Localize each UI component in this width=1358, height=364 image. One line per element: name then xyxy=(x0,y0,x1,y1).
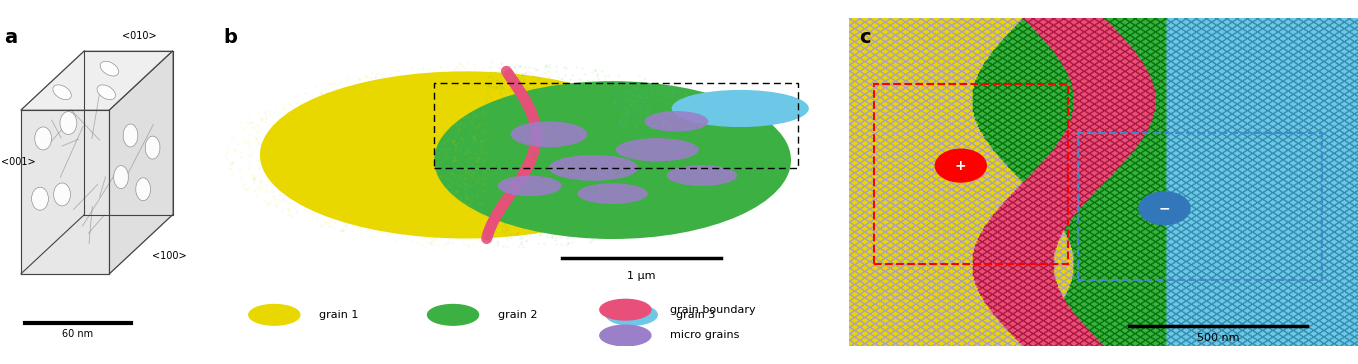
Text: b: b xyxy=(223,28,238,47)
Ellipse shape xyxy=(435,81,790,239)
Text: micro grains: micro grains xyxy=(669,331,739,340)
Text: a: a xyxy=(4,28,18,47)
Ellipse shape xyxy=(100,61,118,76)
Ellipse shape xyxy=(672,90,809,127)
Ellipse shape xyxy=(35,127,52,150)
Ellipse shape xyxy=(259,71,672,238)
Ellipse shape xyxy=(615,138,699,161)
Ellipse shape xyxy=(124,124,139,147)
Text: <100>: <100> xyxy=(152,251,186,261)
Text: grain boundary: grain boundary xyxy=(669,305,755,315)
Ellipse shape xyxy=(53,85,72,100)
Text: grain 3: grain 3 xyxy=(676,310,716,320)
Circle shape xyxy=(606,305,657,325)
Ellipse shape xyxy=(577,183,648,204)
Polygon shape xyxy=(110,51,172,274)
Ellipse shape xyxy=(511,121,587,147)
Text: 1 μm: 1 μm xyxy=(627,271,656,281)
Ellipse shape xyxy=(667,165,737,186)
Bar xyxy=(1078,133,1323,280)
Ellipse shape xyxy=(145,136,160,159)
Text: −: − xyxy=(1158,201,1171,215)
Ellipse shape xyxy=(645,111,709,132)
Circle shape xyxy=(428,305,478,325)
Ellipse shape xyxy=(497,175,562,196)
Text: 500 nm: 500 nm xyxy=(1196,333,1240,343)
Text: +: + xyxy=(955,159,967,173)
Ellipse shape xyxy=(31,187,49,210)
Circle shape xyxy=(1139,192,1190,225)
Ellipse shape xyxy=(54,183,71,206)
Circle shape xyxy=(936,149,986,182)
Polygon shape xyxy=(22,110,110,274)
Text: grain 2: grain 2 xyxy=(497,310,538,320)
Ellipse shape xyxy=(549,155,638,181)
Circle shape xyxy=(600,325,650,346)
Text: 60 nm: 60 nm xyxy=(62,329,94,339)
Polygon shape xyxy=(22,51,172,110)
Circle shape xyxy=(600,299,650,320)
Text: <001>: <001> xyxy=(1,157,35,167)
Ellipse shape xyxy=(136,178,151,201)
Text: <010>: <010> xyxy=(122,31,156,41)
Ellipse shape xyxy=(114,166,129,189)
Ellipse shape xyxy=(96,85,115,100)
Circle shape xyxy=(249,305,300,325)
Text: c: c xyxy=(858,28,870,47)
Bar xyxy=(875,84,1067,264)
Text: grain 1: grain 1 xyxy=(319,310,359,320)
Ellipse shape xyxy=(60,111,77,135)
